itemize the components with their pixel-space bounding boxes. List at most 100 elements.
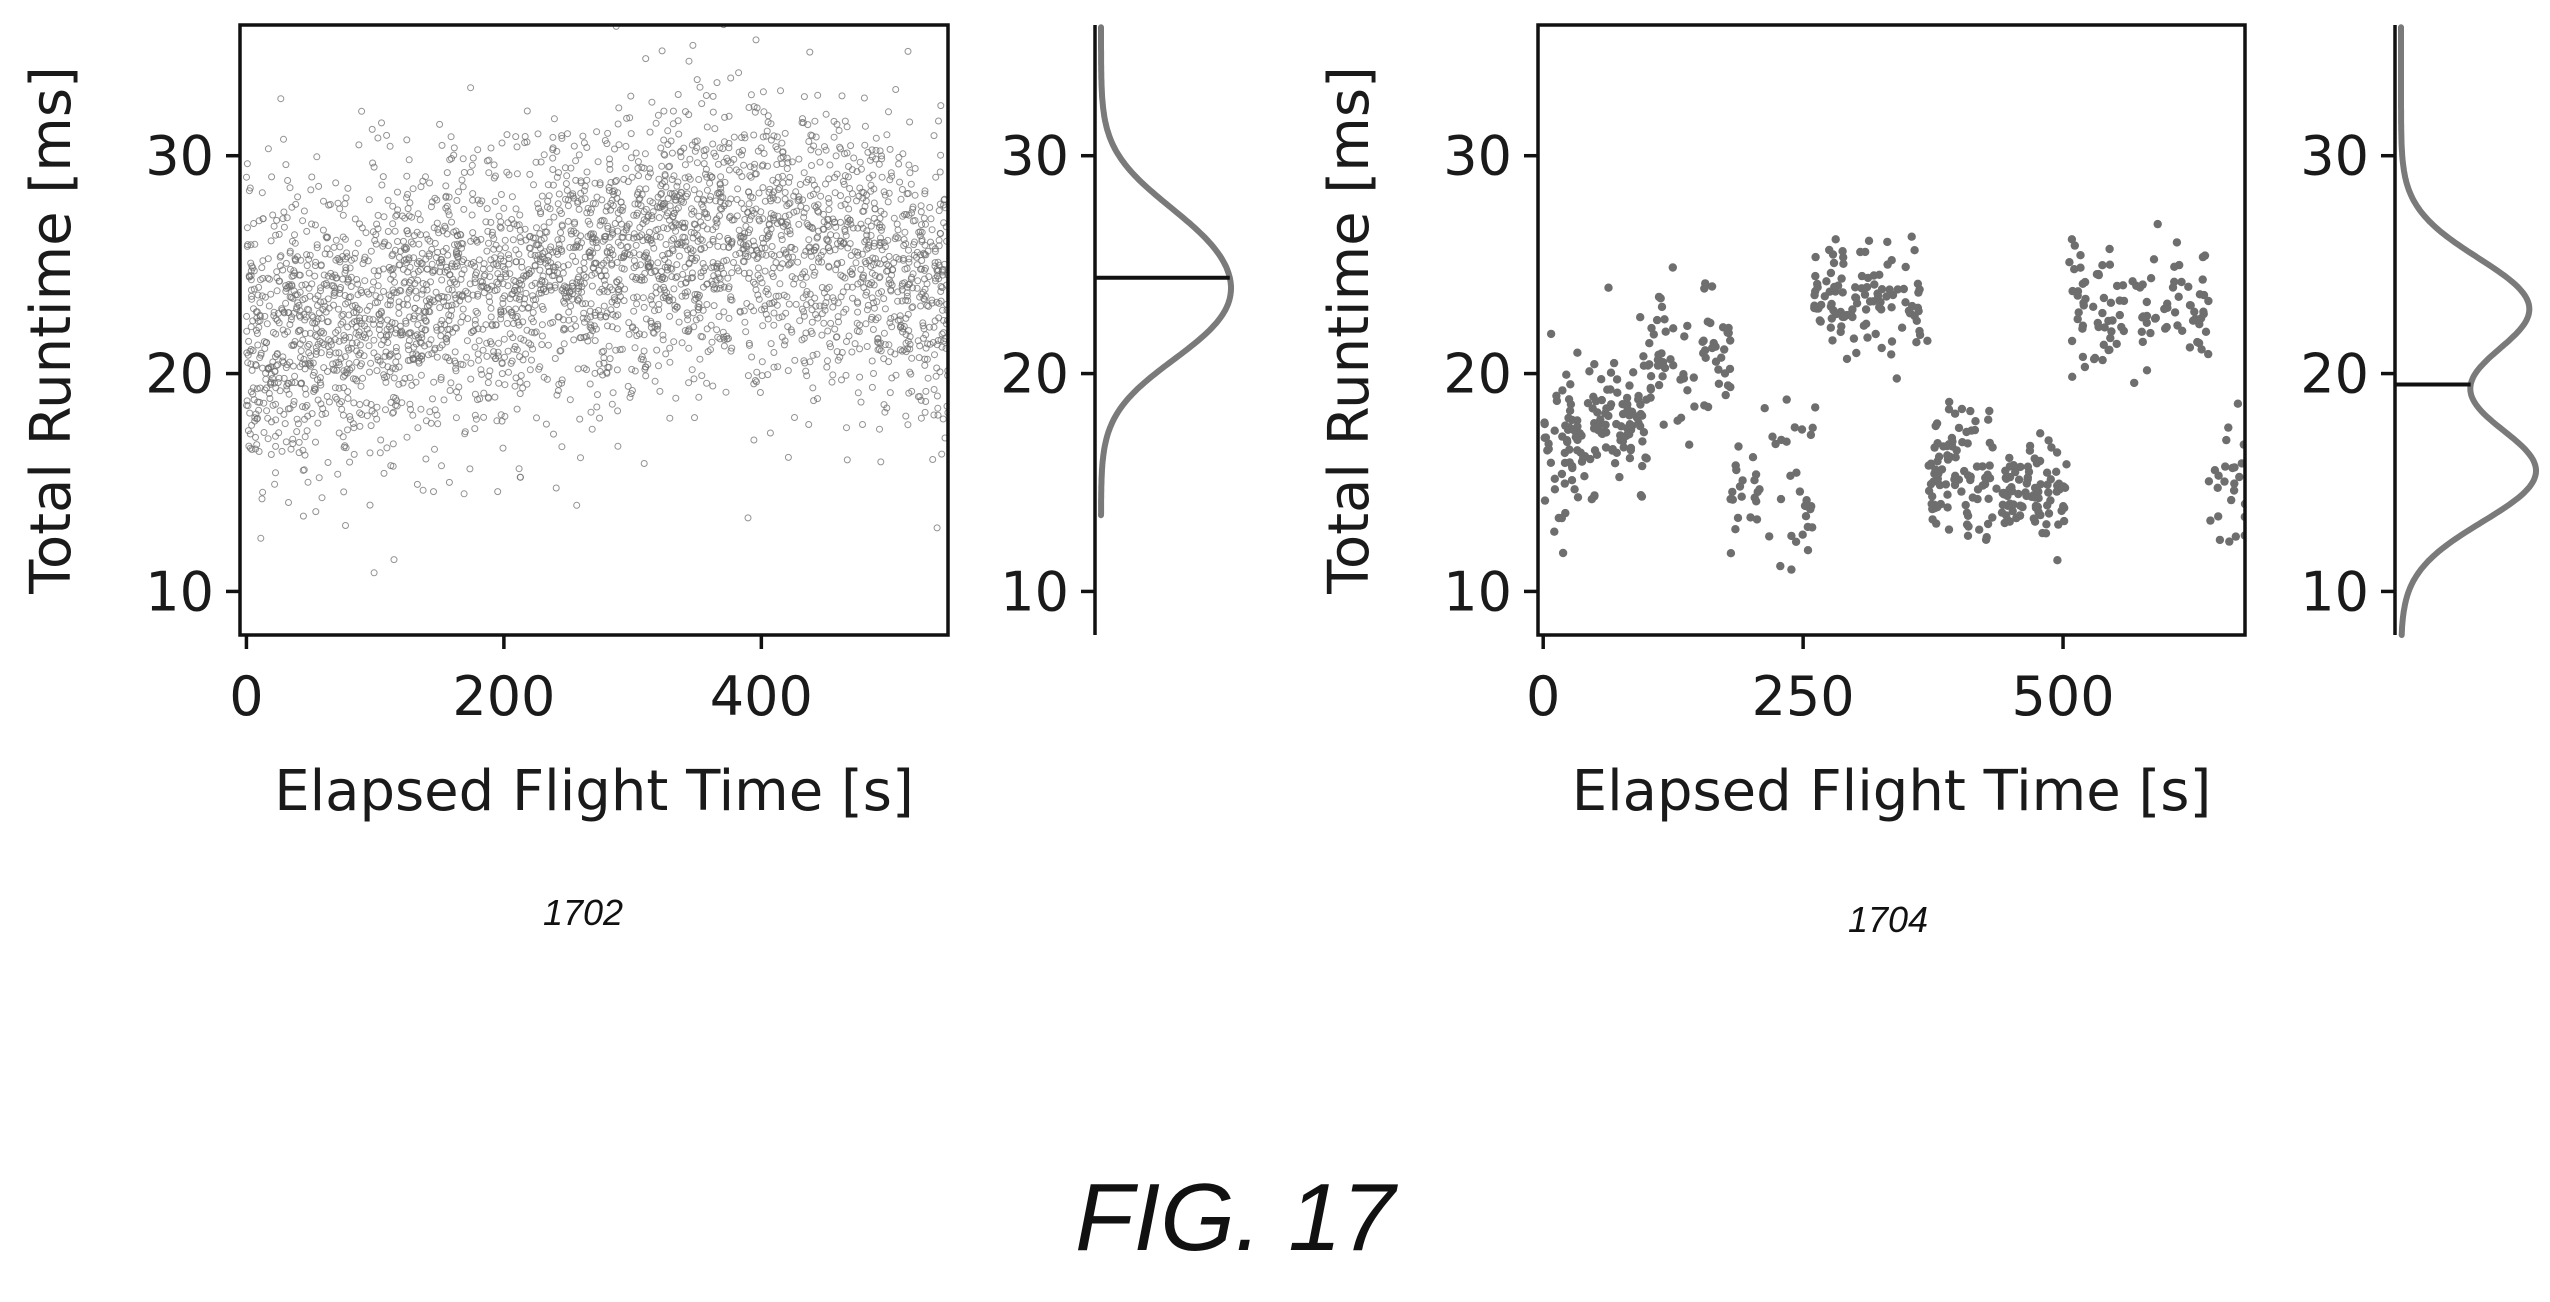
data-point — [1622, 431, 1631, 441]
data-point — [875, 274, 883, 282]
data-point — [388, 364, 396, 372]
data-point — [1803, 546, 1813, 555]
data-point — [2235, 472, 2244, 482]
data-point — [881, 191, 889, 199]
data-point — [862, 197, 870, 205]
data-point — [577, 196, 585, 204]
data-point — [888, 172, 896, 180]
data-point — [1947, 433, 1957, 443]
data-point — [2104, 316, 2113, 326]
data-point — [652, 119, 660, 127]
x-axis-label: Elapsed Flight Time [s] — [1572, 759, 2212, 824]
data-point — [681, 263, 689, 271]
data-point — [766, 215, 774, 223]
data-point — [749, 237, 757, 245]
data-point — [1580, 452, 1590, 461]
data-point — [374, 353, 382, 361]
data-point — [861, 238, 869, 246]
data-point — [472, 271, 479, 279]
data-point — [856, 345, 864, 353]
data-point — [644, 213, 652, 221]
data-point — [702, 170, 709, 178]
data-point — [723, 335, 731, 343]
data-point — [393, 397, 401, 405]
data-point — [900, 346, 908, 354]
data-point — [1680, 332, 1689, 341]
data-point — [531, 329, 538, 337]
data-point — [538, 276, 546, 284]
data-point — [679, 219, 686, 227]
data-point — [2105, 260, 2115, 269]
data-point — [654, 259, 662, 267]
data-point — [301, 295, 309, 302]
data-point — [856, 373, 864, 381]
data-point — [2029, 514, 2039, 523]
data-point — [730, 133, 738, 141]
data-point — [709, 226, 717, 234]
data-point — [469, 190, 477, 198]
data-point — [1751, 470, 1761, 479]
data-point — [862, 291, 870, 299]
x-tick-label: 0 — [1526, 665, 1560, 728]
data-point — [452, 364, 460, 372]
data-point — [309, 319, 317, 327]
data-point — [450, 144, 458, 152]
data-point — [630, 307, 638, 315]
data-point — [335, 429, 343, 437]
data-point — [363, 306, 371, 314]
data-point — [407, 405, 414, 413]
data-point — [853, 168, 861, 176]
data-point — [829, 215, 837, 223]
data-point — [691, 147, 699, 155]
data-point — [291, 231, 298, 239]
data-point — [417, 371, 425, 379]
data-point — [418, 334, 426, 342]
data-point — [720, 342, 728, 350]
data-point — [346, 264, 354, 272]
data-point — [624, 382, 632, 390]
data-point — [1837, 274, 1846, 283]
data-point — [554, 387, 562, 395]
data-point — [549, 318, 557, 326]
data-point — [356, 220, 363, 228]
data-point — [816, 158, 824, 166]
data-point — [301, 360, 309, 368]
data-point — [272, 400, 280, 408]
data-point — [1731, 525, 1740, 534]
data-point — [339, 433, 347, 441]
data-point — [442, 244, 450, 252]
data-point — [675, 221, 683, 229]
data-point — [922, 220, 929, 228]
data-point — [478, 197, 486, 205]
data-point — [471, 279, 479, 287]
data-point — [604, 322, 611, 330]
data-point — [1560, 458, 1570, 468]
data-point — [654, 111, 662, 119]
panel-label: 1704 — [1848, 899, 1928, 940]
data-point — [886, 319, 894, 327]
data-point — [340, 332, 348, 339]
data-point — [424, 235, 432, 243]
data-point — [588, 282, 596, 290]
data-point — [352, 308, 360, 316]
data-point — [591, 309, 599, 316]
data-point — [390, 408, 397, 416]
data-point — [444, 326, 452, 333]
data-point — [374, 225, 382, 233]
data-point — [547, 243, 555, 251]
data-point — [1752, 497, 1761, 506]
data-point — [1546, 458, 1556, 467]
data-point — [1985, 461, 1994, 470]
data-point — [1654, 350, 1663, 359]
data-point — [825, 222, 833, 230]
data-point — [252, 410, 260, 418]
data-point — [688, 141, 696, 149]
data-point — [429, 268, 437, 276]
data-point — [664, 266, 671, 274]
data-point — [344, 344, 352, 352]
data-point — [424, 351, 432, 359]
data-point — [1787, 565, 1796, 574]
data-point — [642, 363, 649, 371]
data-point — [2188, 316, 2198, 325]
data-point — [678, 339, 686, 347]
